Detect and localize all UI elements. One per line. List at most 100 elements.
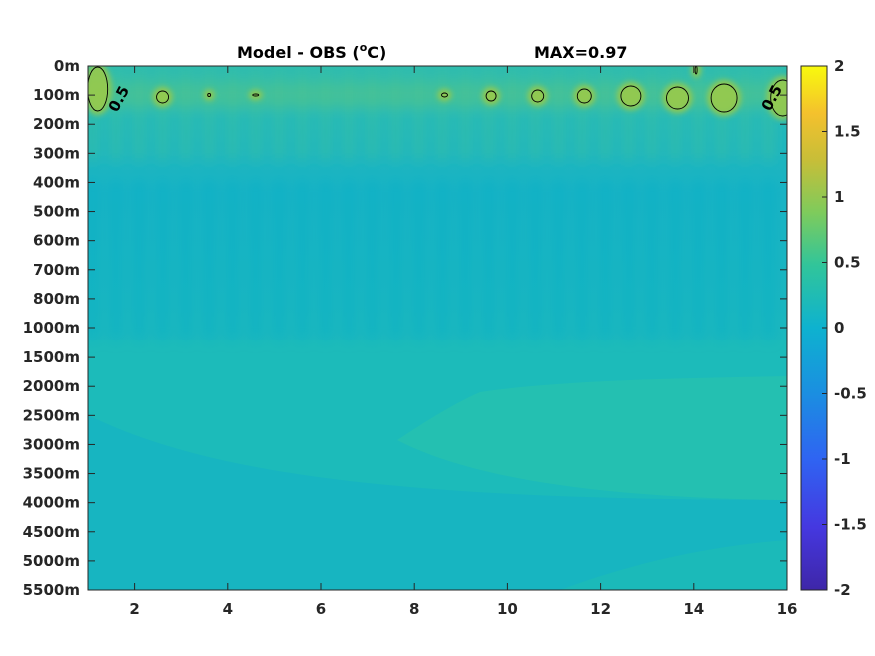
streak xyxy=(740,70,751,160)
y-tick-label: 5000m xyxy=(23,552,80,570)
streak xyxy=(157,70,168,160)
streak-deep xyxy=(391,180,400,340)
warm-patch xyxy=(707,80,742,116)
streak-deep xyxy=(508,180,517,340)
streak xyxy=(763,70,774,160)
colorbar-tick-label: 1.5 xyxy=(834,123,861,141)
contour-0-5 xyxy=(156,90,170,104)
streak-deep xyxy=(531,180,540,340)
streak-deep xyxy=(88,180,97,340)
streak-deep xyxy=(484,180,493,340)
streak xyxy=(110,70,121,160)
chart-title: Model - OBS (oC) xyxy=(237,41,386,62)
streak xyxy=(646,70,657,160)
y-tick-label: 200m xyxy=(33,115,80,133)
streak-deep xyxy=(741,180,750,340)
y-tick-label: 700m xyxy=(33,261,80,279)
y-tick-label: 1500m xyxy=(23,348,80,366)
streak xyxy=(274,70,285,160)
streak xyxy=(483,70,494,160)
streak xyxy=(413,70,424,160)
streak-deep xyxy=(368,180,377,340)
x-tick-label: 12 xyxy=(590,600,611,618)
streak xyxy=(204,70,215,160)
y-tick-label: 2500m xyxy=(23,406,80,424)
streak-deep xyxy=(671,180,680,340)
chart-max-label: MAX=0.97 xyxy=(534,43,628,62)
streak-deep xyxy=(181,180,190,340)
streak-deep xyxy=(251,180,260,340)
streak xyxy=(180,70,191,160)
heatmap-field xyxy=(88,66,787,590)
streak xyxy=(507,70,518,160)
y-tick-label: 2000m xyxy=(23,377,80,395)
colorbar-tick-label: 0 xyxy=(834,319,844,337)
colorbar-tick-label: 1 xyxy=(834,188,844,206)
streak-deep xyxy=(205,180,214,340)
streak xyxy=(390,70,401,160)
contour-lines xyxy=(88,66,787,117)
y-tick-label: 400m xyxy=(33,173,80,191)
x-tick-label: 14 xyxy=(683,600,704,618)
streak-deep xyxy=(624,180,633,340)
y-tick-label: 600m xyxy=(33,232,80,250)
streak xyxy=(367,70,378,160)
x-tick-label: 4 xyxy=(223,600,233,618)
streak xyxy=(600,70,611,160)
streak-deep xyxy=(577,180,586,340)
title-unit-sup: o xyxy=(360,41,368,54)
y-tick-label: 3500m xyxy=(23,465,80,483)
streak-deep xyxy=(135,180,144,340)
streak-deep xyxy=(228,180,237,340)
streak xyxy=(670,70,681,160)
warm-patch xyxy=(482,87,501,105)
contour-0-5 xyxy=(441,92,448,98)
streak xyxy=(576,70,587,160)
title-unit-tail: C) xyxy=(367,43,386,62)
streak-deep xyxy=(717,180,726,340)
colorbar-tick-label: -0.5 xyxy=(834,385,867,403)
streak xyxy=(88,70,98,160)
streak xyxy=(553,70,564,160)
y-tick-label: 0m xyxy=(54,57,80,75)
contour-0-5 xyxy=(485,90,497,102)
streak xyxy=(343,70,354,160)
y-axis: 0m 100m 200m 300m 400m 500m 600m 700m 800m 1000m 1… xyxy=(23,57,787,599)
streak xyxy=(693,70,704,160)
y-tick-label: 5500m xyxy=(23,581,80,599)
streak-deep xyxy=(554,180,563,340)
colorbar-tick-label: -1 xyxy=(834,450,851,468)
streak xyxy=(623,70,634,160)
streak-deep xyxy=(111,180,120,340)
x-tick-label: 6 xyxy=(316,600,326,618)
streak xyxy=(460,70,471,160)
streak-deep xyxy=(601,180,610,340)
streak xyxy=(134,70,145,160)
y-tick-label: 3000m xyxy=(23,435,80,453)
warm-patch xyxy=(691,66,702,78)
warm-patch xyxy=(152,87,173,107)
warm-patch xyxy=(766,76,787,120)
contour-0-5 xyxy=(694,66,698,75)
streak-deep xyxy=(158,180,167,340)
contour-0-5 xyxy=(207,93,212,97)
contour-0-5 xyxy=(620,85,642,107)
streak xyxy=(250,70,261,160)
streak xyxy=(530,70,541,160)
streak-deep xyxy=(438,180,447,340)
y-tick-label: 500m xyxy=(33,203,80,221)
warm-patch xyxy=(203,89,215,101)
streak xyxy=(297,70,308,160)
streak-deep xyxy=(344,180,353,340)
warm-patch xyxy=(527,86,548,106)
streak-deep xyxy=(321,180,330,340)
warm-patch xyxy=(248,90,263,100)
streak-deep xyxy=(275,180,284,340)
colorbar-tick-label: 0.5 xyxy=(834,254,861,272)
contour-0-5 xyxy=(88,66,109,112)
warm-patch xyxy=(573,85,596,107)
streak-deep xyxy=(647,180,656,340)
warm-patch xyxy=(437,89,452,101)
x-axis: 2 4 6 8 10 12 14 16 xyxy=(129,66,797,618)
contour-0-5 xyxy=(666,86,689,110)
